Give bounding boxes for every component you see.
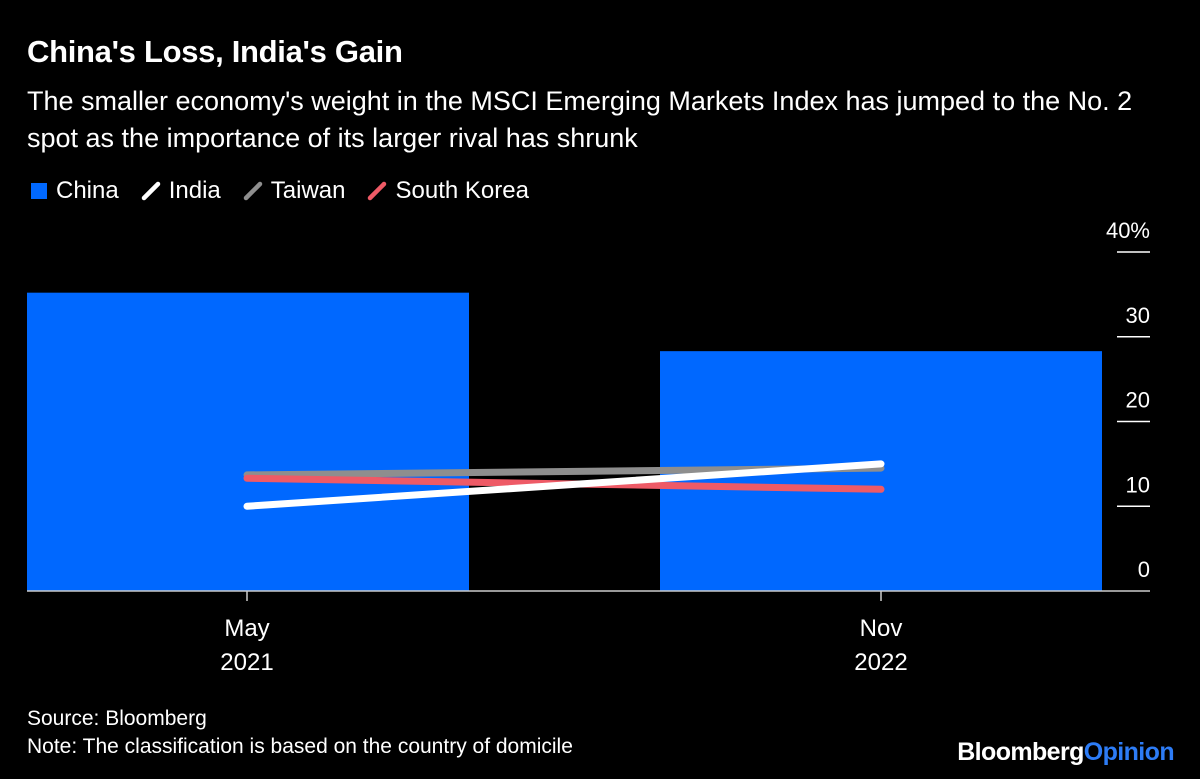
legend-item-india: India bbox=[141, 177, 221, 205]
legend-label-taiwan: Taiwan bbox=[270, 177, 346, 204]
y-tick-label-20: 20 bbox=[1126, 388, 1150, 413]
note-text: Note: The classification is based on the… bbox=[27, 735, 573, 758]
legend-swatch-china bbox=[31, 183, 47, 199]
footnotes: Source: Bloomberg Note: The classificati… bbox=[27, 705, 573, 761]
y-tick-label-0: 0 bbox=[1138, 557, 1150, 582]
y-tick-label-10: 10 bbox=[1126, 472, 1150, 497]
legend-label-china: China bbox=[56, 177, 119, 204]
x-tick-label-year-2022: 2022 bbox=[854, 649, 907, 676]
legend-item-taiwan: Taiwan bbox=[243, 177, 346, 205]
legend-label-india: India bbox=[168, 177, 221, 204]
chart-title: China's Loss, India's Gain bbox=[27, 34, 403, 69]
x-tick-label-month-2022: Nov bbox=[860, 615, 903, 642]
brand-logo: BloombergOpinion bbox=[957, 738, 1174, 767]
y-tick-label-30: 30 bbox=[1126, 303, 1150, 328]
legend: China India Taiwan South Korea bbox=[31, 177, 551, 205]
chart-subtitle: The smaller economy's weight in the MSCI… bbox=[27, 86, 1133, 153]
bar-china-2021 bbox=[27, 292, 469, 591]
line-india bbox=[243, 460, 885, 510]
legend-swatch-india bbox=[141, 181, 161, 201]
x-tick-label-month-2021: May bbox=[224, 615, 269, 642]
legend-label-south-korea: South Korea bbox=[395, 177, 529, 204]
brand-name: Bloomberg bbox=[957, 738, 1084, 766]
brand-suffix: Opinion bbox=[1083, 738, 1175, 766]
legend-item-china: China bbox=[31, 177, 119, 205]
legend-swatch-taiwan bbox=[243, 181, 263, 201]
legend-swatch-south-korea bbox=[367, 181, 387, 201]
x-tick-label-year-2021: 2021 bbox=[220, 649, 273, 676]
y-tick-label-40: 40% bbox=[1106, 218, 1150, 243]
legend-item-south-korea: South Korea bbox=[367, 177, 529, 205]
source-text: Source: Bloomberg bbox=[27, 707, 207, 730]
